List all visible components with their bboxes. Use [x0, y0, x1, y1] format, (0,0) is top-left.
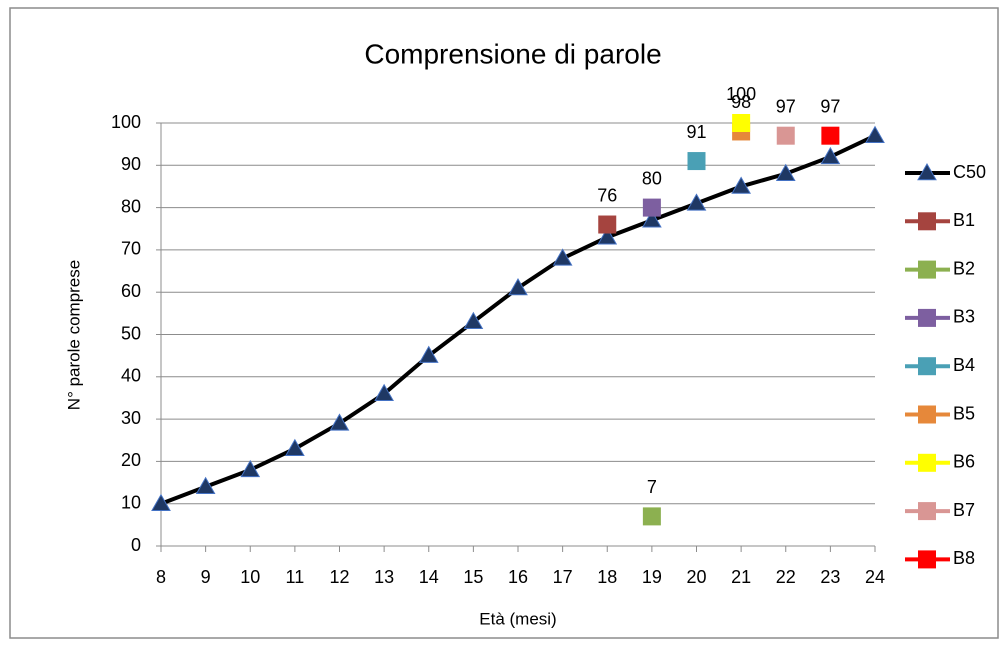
x-tick-label: 21 [731, 567, 751, 587]
data-point [418, 345, 439, 363]
legend-marker [918, 357, 936, 376]
data-point [687, 152, 706, 171]
data-point [776, 126, 795, 145]
data-point [508, 277, 528, 296]
data-label: 98 [731, 92, 751, 112]
legend-marker [918, 212, 936, 231]
y-axis-label: N° parole comprese [64, 260, 83, 410]
data-point [597, 227, 618, 245]
data-label: 80 [642, 168, 662, 188]
data-point [329, 413, 350, 431]
legend-label: B8 [953, 548, 975, 568]
x-tick-label: 24 [865, 567, 885, 587]
chart-title: Comprensione di parole [364, 38, 661, 69]
legend-label: B2 [953, 258, 975, 278]
legend-label: B6 [953, 452, 975, 472]
data-point [598, 215, 617, 234]
y-tick-label: 70 [121, 239, 141, 259]
y-tick-label: 80 [121, 196, 141, 216]
x-tick-label: 18 [597, 567, 617, 587]
legend-label: B3 [953, 307, 975, 327]
data-point [240, 459, 261, 478]
legend-marker [918, 502, 936, 521]
y-tick-label: 100 [111, 112, 141, 132]
y-tick-label: 40 [121, 366, 141, 386]
legend-marker [918, 308, 936, 327]
data-point [642, 210, 662, 228]
data-label: 97 [776, 96, 796, 116]
x-tick-label: 17 [553, 567, 573, 587]
x-tick-label: 22 [776, 567, 796, 587]
legend-label: C50 [953, 162, 986, 182]
data-point [821, 126, 840, 145]
x-tick-label: 10 [240, 567, 260, 587]
data-point [686, 193, 707, 211]
x-tick-label: 8 [156, 567, 166, 587]
data-point [775, 163, 796, 182]
legend-marker [918, 405, 936, 424]
y-tick-label: 0 [131, 535, 141, 555]
legend-label: B4 [953, 355, 975, 375]
legend-label: B1 [953, 210, 975, 230]
legend-marker [918, 260, 936, 279]
legend-marker [917, 162, 937, 181]
legend-label: B7 [953, 500, 975, 520]
legend-label: B5 [953, 403, 975, 423]
data-point [865, 125, 885, 143]
data-point [820, 146, 841, 165]
data-point [463, 311, 484, 330]
x-tick-label: 19 [642, 567, 662, 587]
x-tick-label: 20 [686, 567, 706, 587]
data-label: 97 [820, 96, 840, 116]
data-point [642, 198, 661, 217]
data-point [552, 248, 573, 266]
y-tick-label: 10 [121, 492, 141, 512]
data-point [642, 507, 661, 526]
x-axis-label: Età (mesi) [479, 609, 556, 628]
y-tick-label: 30 [121, 408, 141, 428]
data-point [374, 383, 394, 401]
legend-marker [918, 550, 936, 569]
x-tick-label: 12 [329, 567, 349, 587]
x-tick-label: 16 [508, 567, 528, 587]
data-label: 76 [597, 185, 617, 205]
y-tick-label: 50 [121, 323, 141, 343]
y-tick-label: 60 [121, 281, 141, 301]
data-label: 100 [726, 84, 756, 104]
x-tick-label: 13 [374, 567, 394, 587]
x-tick-label: 15 [463, 567, 483, 587]
y-tick-label: 20 [121, 450, 141, 470]
legend-marker [918, 453, 936, 472]
x-tick-label: 14 [419, 567, 439, 587]
x-tick-label: 11 [286, 567, 305, 587]
data-point [151, 493, 171, 511]
chart-border [9, 7, 999, 639]
data-label: 91 [686, 122, 706, 142]
data-point [732, 114, 751, 132]
data-point [731, 176, 751, 194]
data-point [195, 476, 216, 495]
y-tick-label: 90 [121, 154, 141, 174]
x-tick-label: 23 [820, 567, 840, 587]
x-tick-label: 9 [201, 567, 211, 587]
data-point [285, 438, 305, 456]
data-label: 7 [647, 477, 657, 497]
